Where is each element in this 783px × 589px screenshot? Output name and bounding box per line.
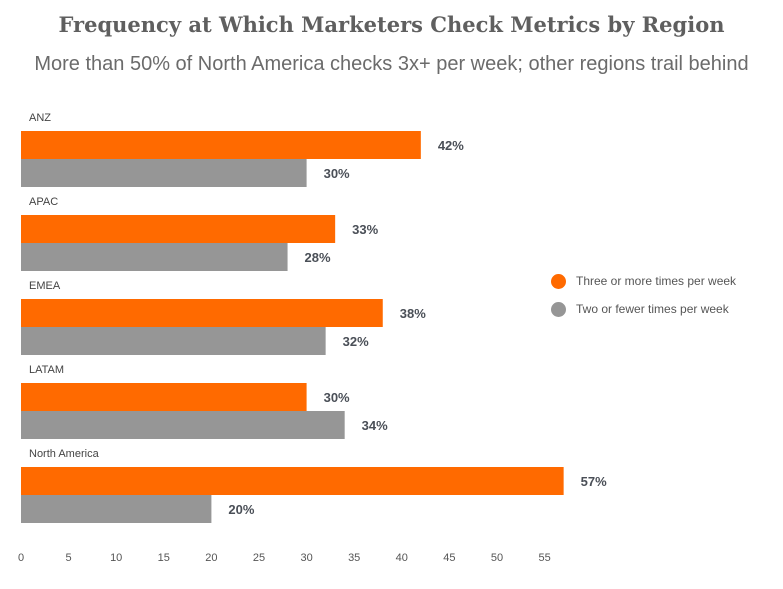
category-label-apac: APAC bbox=[29, 196, 58, 208]
bar-apac-series-0[interactable] bbox=[21, 215, 336, 243]
x-tick-label: 45 bbox=[443, 552, 455, 564]
x-tick-label: 5 bbox=[66, 552, 72, 564]
value-label-emea-series-1: 32% bbox=[343, 334, 369, 349]
category-label-emea: EMEA bbox=[29, 280, 61, 292]
legend-swatch-gray bbox=[551, 301, 566, 317]
legend-label: Two or fewer times per week bbox=[576, 302, 729, 316]
legend: Three or more times per week Two or fewe… bbox=[551, 272, 736, 328]
value-label-anz-series-1: 30% bbox=[324, 166, 350, 181]
bar-latam-series-0[interactable] bbox=[21, 383, 307, 411]
bar-emea-series-0[interactable] bbox=[21, 299, 383, 327]
legend-label: Three or more times per week bbox=[576, 274, 737, 288]
value-label-north-america-series-1: 20% bbox=[228, 502, 254, 517]
bar-latam-series-1[interactable] bbox=[21, 411, 345, 439]
chart-title: Frequency at Which Marketers Check Metri… bbox=[58, 12, 725, 37]
x-tick-label: 35 bbox=[348, 552, 360, 564]
bar-apac-series-1[interactable] bbox=[21, 243, 288, 271]
value-label-anz-series-0: 42% bbox=[438, 138, 464, 153]
x-tick-label: 15 bbox=[158, 552, 170, 564]
bar-anz-series-0[interactable] bbox=[21, 131, 421, 159]
x-tick-label: 25 bbox=[253, 552, 265, 564]
bar-anz-series-1[interactable] bbox=[21, 159, 307, 187]
legend-item-two-or-fewer[interactable]: Two or fewer times per week bbox=[551, 300, 736, 318]
category-label-north-america: North America bbox=[29, 448, 100, 460]
x-tick-label: 55 bbox=[538, 552, 550, 564]
x-tick-label: 20 bbox=[205, 552, 217, 564]
value-label-latam-series-0: 30% bbox=[324, 390, 350, 405]
x-tick-label: 40 bbox=[396, 552, 408, 564]
x-tick-label: 10 bbox=[110, 552, 122, 564]
bar-north-america-series-1[interactable] bbox=[21, 495, 212, 523]
value-label-north-america-series-0: 57% bbox=[581, 474, 607, 489]
category-label-anz: ANZ bbox=[29, 112, 51, 124]
value-label-emea-series-0: 38% bbox=[400, 306, 426, 321]
x-tick-label: 50 bbox=[491, 552, 503, 564]
legend-item-three-or-more[interactable]: Three or more times per week bbox=[551, 272, 736, 290]
legend-swatch-orange bbox=[551, 273, 566, 289]
category-label-latam: LATAM bbox=[29, 364, 64, 376]
bar-north-america-series-0[interactable] bbox=[21, 467, 564, 495]
x-tick-label: 30 bbox=[300, 552, 312, 564]
chart-subtitle: More than 50% of North America checks 3x… bbox=[34, 53, 749, 75]
value-label-apac-series-0: 33% bbox=[352, 222, 378, 237]
bar-emea-series-1[interactable] bbox=[21, 327, 326, 355]
value-label-apac-series-1: 28% bbox=[305, 250, 331, 265]
x-tick-label: 0 bbox=[18, 552, 24, 564]
value-label-latam-series-1: 34% bbox=[362, 418, 388, 433]
